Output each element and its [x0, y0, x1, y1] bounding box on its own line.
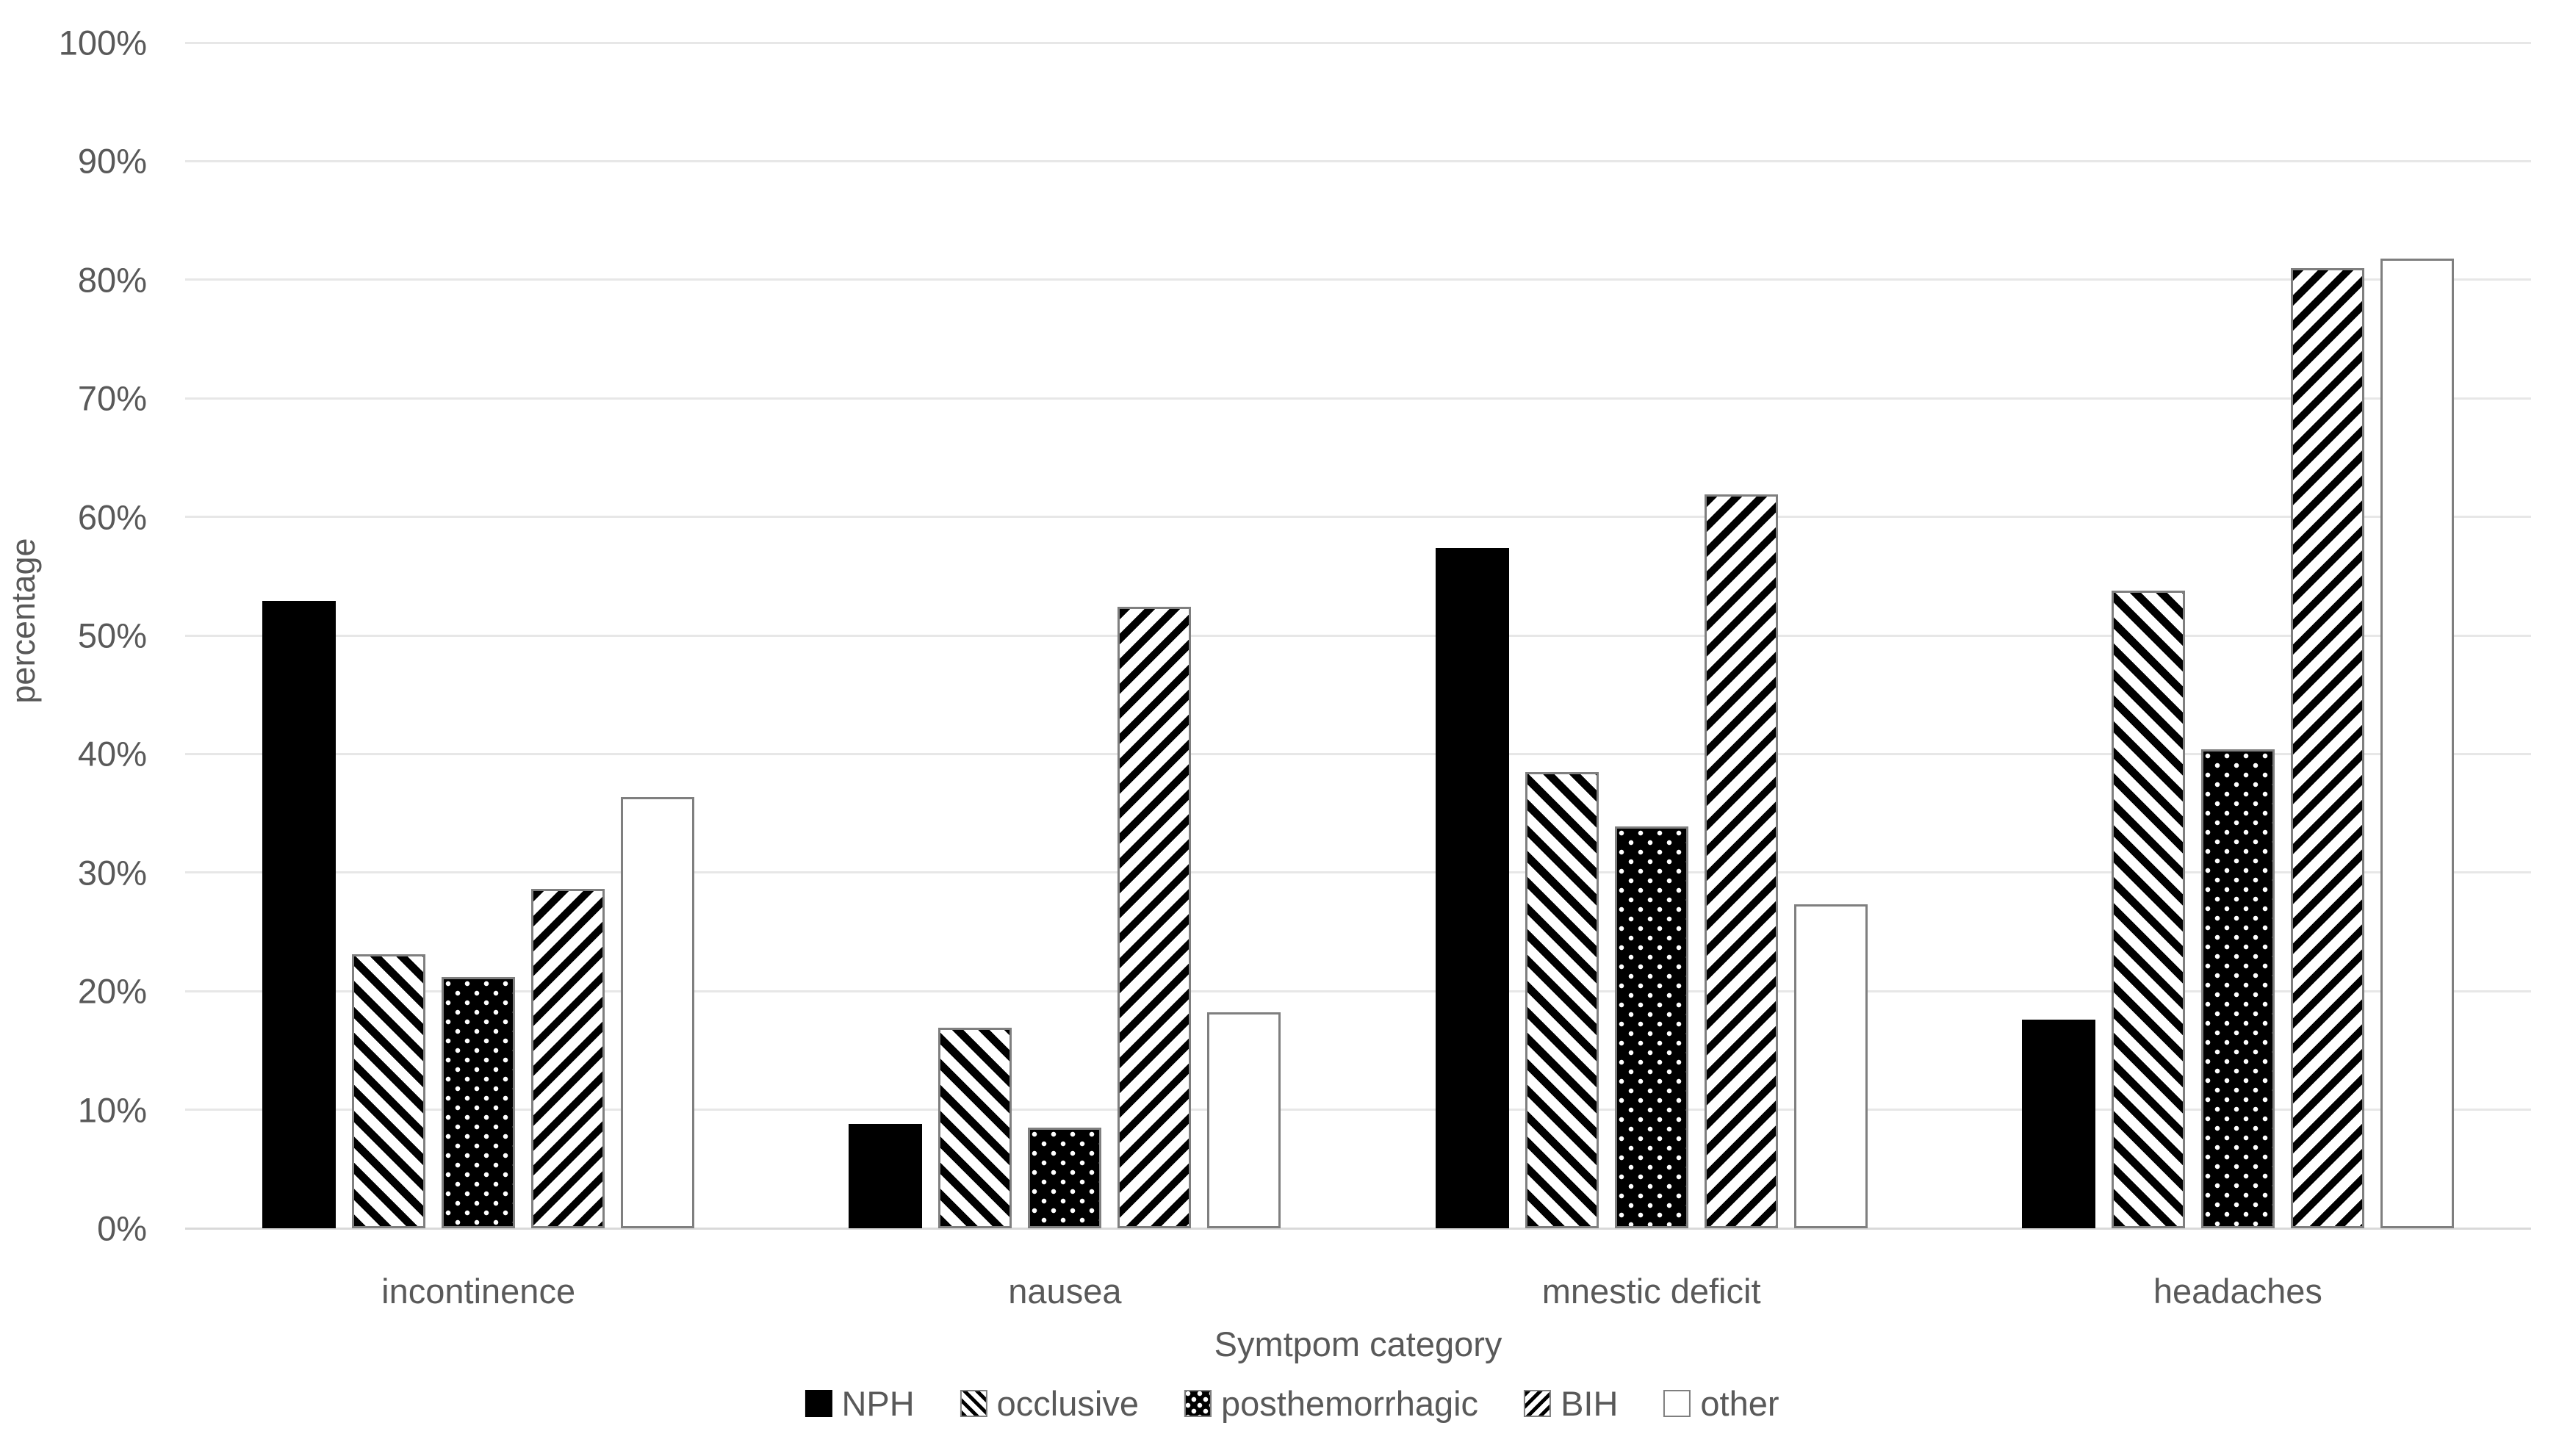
legend-item-occlusive: occlusive [960, 1386, 1139, 1421]
y-tick-label: 70% [77, 378, 147, 418]
gridline-0 [185, 1227, 2531, 1230]
bar-occlusive-incontinence [352, 954, 426, 1228]
bar-other-mnestic-deficit [1793, 904, 1868, 1228]
category-label-mnestic-deficit: mnestic deficit [1541, 1272, 1761, 1311]
bar-nph-nausea [849, 1123, 923, 1228]
gridline-10 [185, 1109, 2531, 1111]
legend-swatch-other [1663, 1390, 1691, 1417]
x-axis-title: Symtpom category [1214, 1325, 1502, 1363]
legend: NPH occlusive posthemorrhagic BIH other [805, 1386, 1779, 1421]
legend-label: posthemorrhagic [1220, 1384, 1479, 1423]
bar-nph-mnestic-deficit [1435, 547, 1509, 1228]
bar-other-incontinence [621, 796, 695, 1228]
legend-swatch-posthemorrhagic [1184, 1390, 1212, 1417]
gridline-50 [185, 634, 2531, 637]
legend-label: NPH [841, 1384, 915, 1423]
y-tick-label: 0% [97, 1208, 147, 1248]
y-tick-label: 50% [77, 616, 147, 655]
y-tick-label: 60% [77, 497, 147, 537]
gridline-100 [185, 41, 2531, 44]
legend-item-bih: BIH [1524, 1386, 1618, 1421]
y-tick-label: 10% [77, 1090, 147, 1130]
bar-posthemorrhagic-incontinence [442, 976, 516, 1228]
gridline-40 [185, 752, 2531, 755]
legend-swatch-occlusive [960, 1390, 987, 1417]
gridline-20 [185, 990, 2531, 992]
bar-other-headaches [2380, 258, 2454, 1228]
legend-item-nph: NPH [805, 1384, 915, 1423]
legend-label: occlusive [996, 1384, 1139, 1423]
gridline-80 [185, 278, 2531, 281]
category-label-nausea: nausea [1008, 1272, 1122, 1311]
gridline-90 [185, 159, 2531, 162]
legend-swatch-nph [805, 1390, 832, 1417]
bar-other-nausea [1207, 1012, 1281, 1228]
bar-bih-nausea [1117, 607, 1192, 1228]
legend-item-other: other [1663, 1386, 1779, 1421]
bar-bih-incontinence [531, 889, 605, 1228]
gridline-30 [185, 871, 2531, 874]
y-tick-label: 90% [77, 141, 147, 181]
gridline-60 [185, 516, 2531, 519]
y-tick-label: 20% [77, 971, 147, 1011]
bar-posthemorrhagic-nausea [1028, 1127, 1102, 1228]
gridline-70 [185, 397, 2531, 400]
bar-nph-incontinence [262, 601, 336, 1228]
bar-posthemorrhagic-mnestic-deficit [1614, 826, 1688, 1228]
bar-occlusive-headaches [2111, 590, 2185, 1228]
legend-swatch-bih [1524, 1390, 1552, 1417]
legend-label: other [1700, 1384, 1779, 1423]
bar-bih-mnestic-deficit [1704, 494, 1778, 1228]
bar-occlusive-nausea [938, 1028, 1012, 1228]
bar-occlusive-mnestic-deficit [1525, 771, 1599, 1228]
y-tick-label: 40% [77, 734, 147, 774]
bar-posthemorrhagic-headaches [2200, 749, 2275, 1228]
category-label-incontinence: incontinence [381, 1272, 576, 1311]
legend-item-posthemorrhagic: posthemorrhagic [1184, 1386, 1478, 1421]
y-tick-label: 80% [77, 260, 147, 300]
bar-nph-headaches [2021, 1019, 2095, 1228]
legend-label: BIH [1561, 1384, 1619, 1423]
y-tick-label: 100% [58, 23, 147, 62]
category-label-headaches: headaches [2153, 1272, 2322, 1311]
y-tick-label: 30% [77, 853, 147, 893]
bar-bih-headaches [2290, 267, 2364, 1228]
